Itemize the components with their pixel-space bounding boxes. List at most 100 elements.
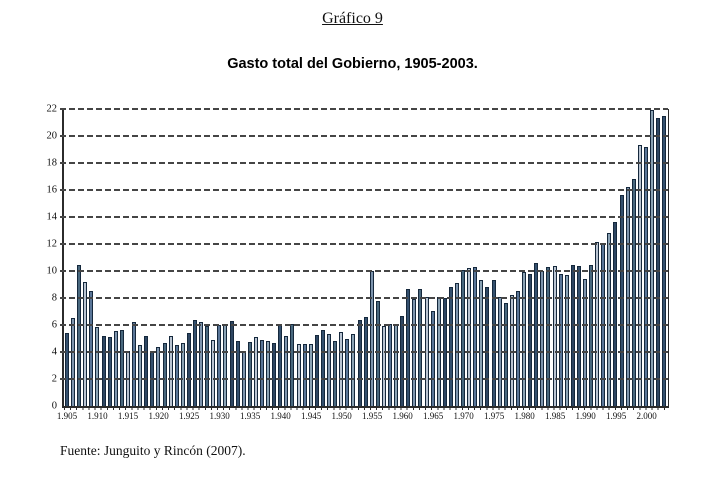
bar-1946 bbox=[314, 335, 319, 406]
bar-1982 bbox=[534, 262, 539, 406]
bar-1964 bbox=[424, 296, 429, 406]
bar-1969 bbox=[455, 283, 459, 406]
x-axis-label-1995: 1.995 bbox=[606, 411, 627, 421]
bar-1953 bbox=[357, 320, 362, 406]
bar-1910 bbox=[95, 327, 100, 406]
bar-1977 bbox=[503, 303, 508, 406]
x-axis-label-1975: 1.975 bbox=[483, 411, 505, 421]
bar-1981 bbox=[528, 274, 533, 406]
x-axis-label-1910: 1.910 bbox=[87, 411, 108, 421]
bar-1934 bbox=[241, 350, 246, 406]
bar-1911 bbox=[101, 335, 106, 406]
bar-1992 bbox=[595, 241, 600, 406]
y-axis-label-4: 4 bbox=[51, 345, 57, 357]
bar-1916 bbox=[132, 322, 137, 406]
bar-1942 bbox=[290, 324, 295, 406]
source-note: Fuente: Junguito y Rincón (2007). bbox=[60, 443, 246, 458]
bar-1917 bbox=[138, 345, 143, 406]
bar-1990 bbox=[582, 279, 587, 406]
bar-1967 bbox=[442, 298, 447, 406]
x-axis-label-1970: 1.970 bbox=[453, 411, 474, 421]
bar-1956 bbox=[375, 300, 380, 406]
bar-1925 bbox=[186, 333, 191, 406]
bar-1940 bbox=[278, 323, 283, 406]
x-axis-label-1955: 1.955 bbox=[361, 411, 383, 421]
bar-1952 bbox=[351, 333, 356, 406]
bar-1954 bbox=[363, 316, 368, 406]
bar-1988 bbox=[570, 264, 575, 406]
bar-1998 bbox=[631, 179, 636, 406]
bar-1933 bbox=[235, 341, 240, 406]
bar-1984 bbox=[546, 266, 551, 406]
bar-1996 bbox=[619, 195, 624, 406]
bar-1932 bbox=[229, 320, 234, 406]
bar-1987 bbox=[564, 275, 569, 406]
bar-1937 bbox=[260, 339, 264, 406]
bar-1989 bbox=[576, 265, 581, 406]
bar-1924 bbox=[180, 343, 185, 406]
chart-subtitle: Gasto total del Gobierno, 1905-2003. bbox=[227, 56, 478, 72]
chart-title: Gráfico 9 bbox=[322, 10, 383, 27]
bar-2003 bbox=[662, 115, 667, 406]
bar-1913 bbox=[113, 331, 118, 406]
x-axis-label-1980: 1.980 bbox=[514, 411, 535, 421]
x-axis-label-1915: 1.915 bbox=[117, 411, 139, 421]
bar-1919 bbox=[150, 351, 155, 406]
bar-1979 bbox=[515, 291, 520, 406]
bar-1936 bbox=[253, 337, 258, 406]
bar-1930 bbox=[217, 325, 222, 406]
x-axis-label-2000: 2.000 bbox=[636, 411, 657, 421]
bar-1947 bbox=[320, 330, 325, 406]
bar-2000 bbox=[643, 146, 648, 406]
bar-1991 bbox=[589, 264, 594, 406]
y-axis-label-18: 18 bbox=[46, 156, 58, 168]
y-axis-label-22: 22 bbox=[46, 102, 58, 114]
bar-1963 bbox=[418, 289, 423, 406]
bar-1922 bbox=[168, 335, 173, 406]
bar-1926 bbox=[192, 319, 197, 406]
y-axis-label-20: 20 bbox=[46, 129, 58, 141]
bar-1965 bbox=[430, 310, 435, 406]
y-axis-label-12: 12 bbox=[46, 237, 58, 249]
bar-1950 bbox=[339, 331, 344, 406]
bar-1994 bbox=[607, 233, 612, 406]
bar-1949 bbox=[333, 341, 338, 406]
bar-1955 bbox=[369, 271, 374, 406]
bar-1914 bbox=[119, 330, 124, 406]
x-axis-ticks bbox=[64, 406, 668, 410]
x-axis-label-1960: 1.960 bbox=[392, 411, 413, 421]
plot-area: 0 2 4 6 8 10 12 14 16 18 20 22 1.905 1.910 1.915 1.920… bbox=[47, 103, 669, 421]
x-axis-label-1945: 1.945 bbox=[300, 411, 322, 421]
bar-1941 bbox=[284, 335, 289, 406]
bar-1923 bbox=[174, 345, 179, 406]
bar-1975 bbox=[491, 280, 496, 406]
bar-1970 bbox=[461, 270, 466, 406]
bar-1959 bbox=[394, 325, 399, 406]
bar-1962 bbox=[412, 299, 417, 406]
bar-1944 bbox=[302, 343, 307, 406]
bar-1961 bbox=[406, 289, 411, 406]
bar-1948 bbox=[327, 333, 332, 406]
bar-1985 bbox=[552, 265, 557, 406]
bar-1999 bbox=[637, 145, 642, 406]
bar-1983 bbox=[540, 271, 545, 406]
x-axis-label-1925: 1.925 bbox=[178, 411, 200, 421]
bar-1978 bbox=[509, 295, 514, 406]
bar-series bbox=[64, 109, 668, 406]
bar-1945 bbox=[308, 343, 313, 406]
bar-1929 bbox=[211, 339, 216, 406]
y-axis-label-6: 6 bbox=[51, 318, 57, 330]
y-axis-label-8: 8 bbox=[51, 291, 57, 303]
x-axis-label-1905: 1.905 bbox=[56, 411, 78, 421]
bar-1972 bbox=[473, 266, 478, 406]
bar-2001 bbox=[650, 109, 654, 406]
bar-1980 bbox=[522, 271, 527, 406]
bar-1943 bbox=[296, 343, 301, 406]
bar-1939 bbox=[272, 342, 277, 406]
y-axis-label-2: 2 bbox=[51, 372, 57, 384]
bar-1974 bbox=[485, 287, 490, 406]
x-axis-label-1930: 1.930 bbox=[209, 411, 230, 421]
x-axis-label-1985: 1.985 bbox=[545, 411, 566, 421]
y-axis-label-16: 16 bbox=[46, 183, 58, 195]
